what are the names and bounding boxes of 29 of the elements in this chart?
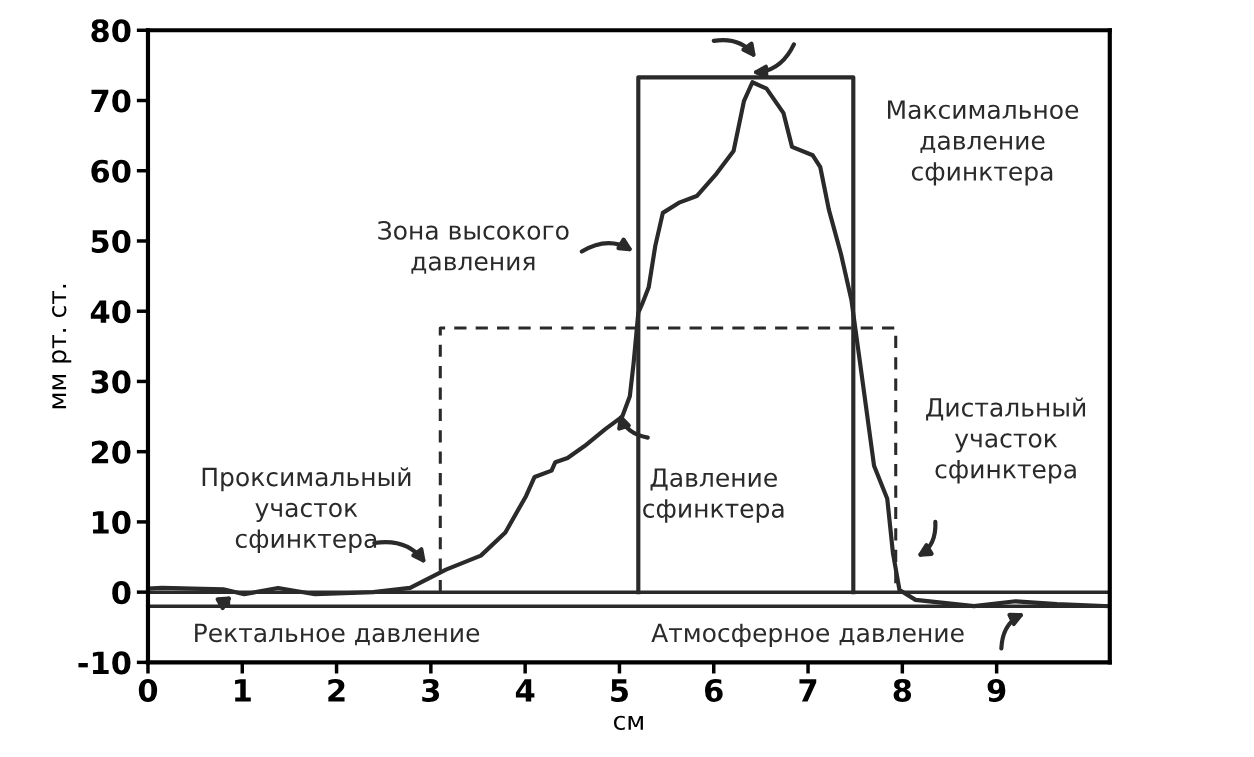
x-tick-label: 3 xyxy=(422,678,440,702)
x-tick-label: 9 xyxy=(987,678,1006,702)
y-tick-label: 30 xyxy=(91,370,131,394)
y-tick-label: 50 xyxy=(91,229,131,254)
annotation: Зона высокого давления xyxy=(378,220,569,274)
y-tick-label: -10 xyxy=(78,651,131,675)
y-tick-label: 10 xyxy=(92,510,131,534)
y-tick-label: 0 xyxy=(112,581,131,605)
annotation: Ректальное давление xyxy=(195,623,480,646)
annotation: Атмосферное давление xyxy=(651,623,964,648)
annotation: Дистальный участок сфинктера xyxy=(926,397,1086,484)
y-tick-label: 40 xyxy=(90,300,131,324)
x-tick-label: 8 xyxy=(893,678,912,702)
x-tick-label: 6 xyxy=(705,678,723,702)
x-tick-label: 5 xyxy=(611,679,628,702)
y-tick-label: 70 xyxy=(91,89,131,113)
x-tick-label: 4 xyxy=(515,679,535,702)
annotation: Максимальное давление сфинктера xyxy=(887,100,1079,186)
x-tick-label: 2 xyxy=(328,678,345,702)
annotation: Давление сфинктера xyxy=(643,468,784,523)
x-axis-title: см xyxy=(613,715,643,731)
y-tick-label: 60 xyxy=(91,159,131,183)
y-axis-title: мм рт. ст. xyxy=(52,284,72,409)
y-tick-label: 80 xyxy=(91,19,131,43)
x-tick-label: 0 xyxy=(138,678,158,702)
x-tick-label: 1 xyxy=(235,679,251,702)
x-tick-label: 7 xyxy=(799,679,817,702)
y-tick-label: 20 xyxy=(91,440,131,464)
annotation: Проксимальный участок сфинктера xyxy=(202,467,411,553)
